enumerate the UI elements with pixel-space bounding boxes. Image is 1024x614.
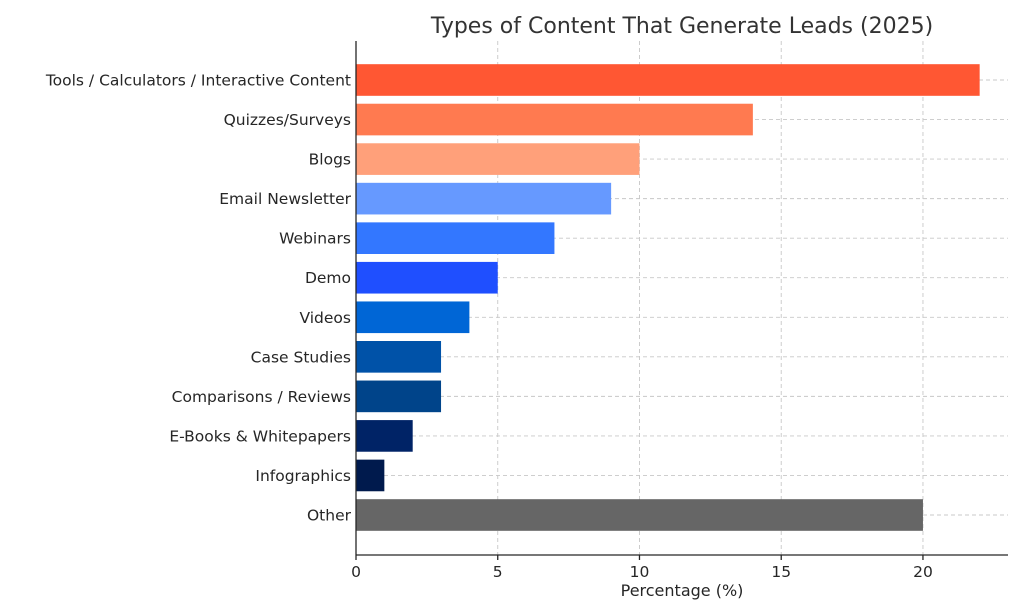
x-tick-label: 10 [630,563,650,581]
category-label: Case Studies [251,348,351,366]
chart-title: Types of Content That Generate Leads (20… [430,14,933,39]
bar [356,459,385,492]
bar [356,222,555,254]
category-label: Demo [305,269,351,287]
category-label: Quizzes/Surveys [224,111,351,129]
category-label: Videos [299,309,351,327]
x-tick-label: 15 [771,563,791,581]
category-label: Blogs [309,151,351,169]
category-label: Comparisons / Reviews [172,388,351,406]
bar [356,182,612,215]
x-axis-label: Percentage (%) [621,581,744,600]
x-tick-layer: 0 5 10 15 20 [351,555,933,581]
category-label: E-Books & Whitepapers [169,427,351,445]
x-tick-label: 0 [351,563,361,581]
bar [356,499,923,531]
x-tick-label: 20 [913,563,933,581]
category-label: Webinars [279,230,351,248]
bar [356,420,413,452]
bar [356,143,640,175]
bar-layer [356,64,980,531]
category-label: Other [307,507,352,525]
bar [356,64,980,96]
category-label-layer: Tools / Calculators / Interactive Conten… [45,72,352,525]
x-tick-label: 5 [493,563,503,581]
bar [356,261,498,294]
category-label: Infographics [255,467,351,485]
axis-layer [355,41,1008,556]
bar [356,103,753,136]
bar [356,301,470,334]
category-label: Tools / Calculators / Interactive Conten… [45,72,351,90]
category-label: Email Newsletter [219,190,351,208]
bar [356,341,442,373]
bar [356,380,442,413]
